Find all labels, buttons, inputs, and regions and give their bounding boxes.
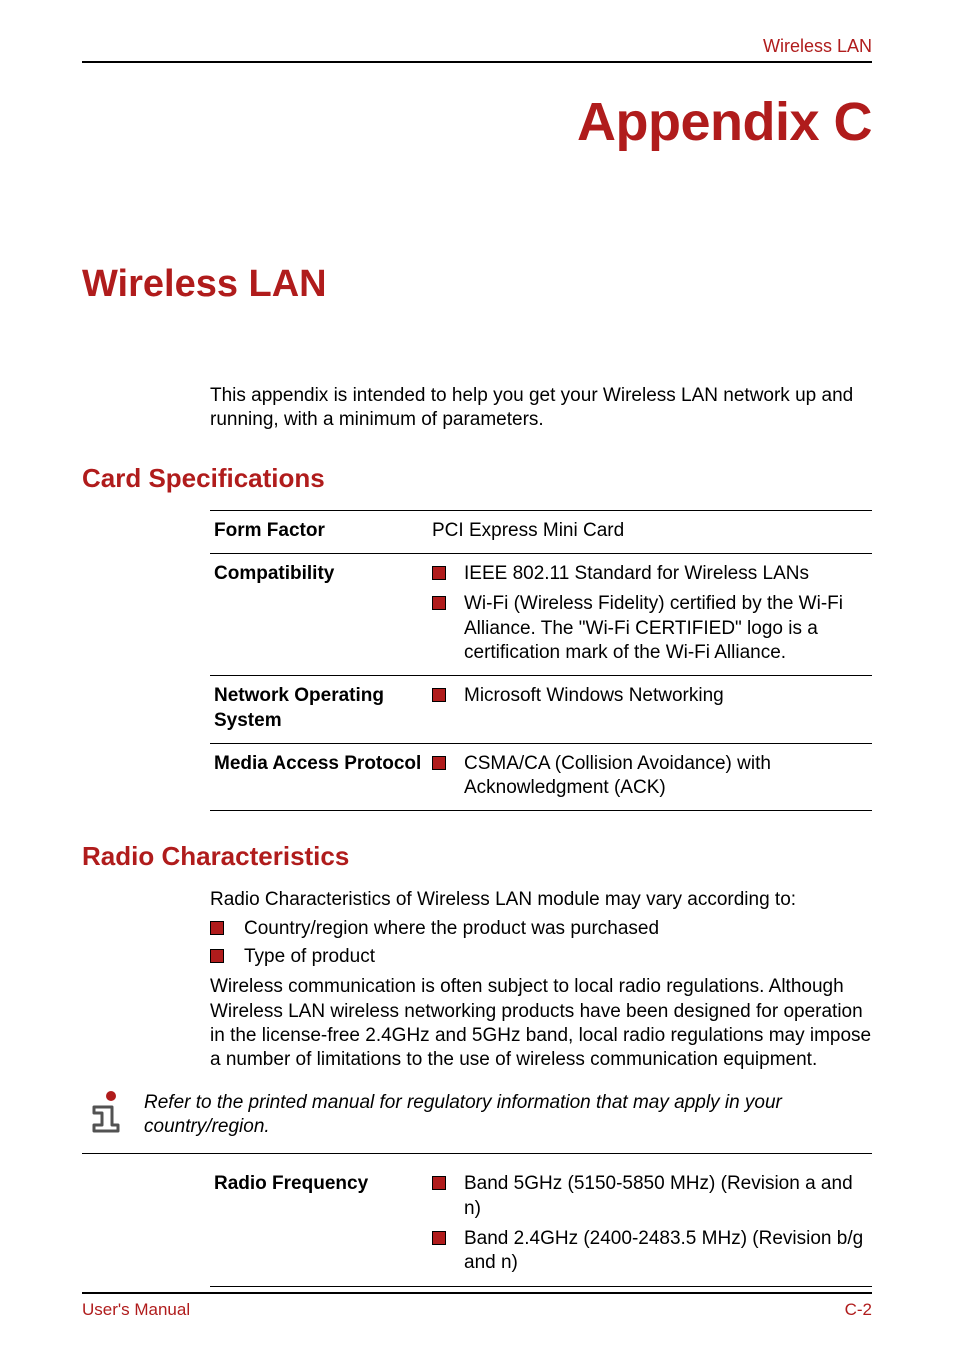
radio-frequency-table: Radio Frequency Band 5GHz (5150-5850 MHz… [210,1164,872,1286]
list-item-text: Band 2.4GHz (2400-2483.5 MHz) (Revision … [464,1228,863,1273]
footer-rule [82,1292,872,1294]
bullet-list: CSMA/CA (Collision Avoidance) with Ackno… [432,752,866,801]
square-bullet-icon [210,921,224,935]
page-footer: User's Manual C-2 [82,1292,872,1320]
table-row: Media Access Protocol CSMA/CA (Collision… [210,743,872,811]
list-item: Country/region where the product was pur… [210,917,872,941]
page: Wireless LAN Appendix C Wireless LAN Thi… [0,0,954,1352]
square-bullet-icon [432,1231,446,1245]
spec-label: Compatibility [210,553,428,675]
table-row: Compatibility IEEE 802.11 Standard for W… [210,553,872,675]
spec-value: PCI Express Mini Card [428,510,872,553]
list-item-text: CSMA/CA (Collision Avoidance) with Ackno… [464,753,771,798]
square-bullet-icon [432,566,446,580]
bullet-list: Band 5GHz (5150-5850 MHz) (Revision a an… [432,1172,868,1275]
rf-value: Band 5GHz (5150-5850 MHz) (Revision a an… [428,1164,872,1286]
rf-label: Radio Frequency [210,1164,428,1286]
spec-value: IEEE 802.11 Standard for Wireless LANs W… [428,553,872,675]
list-item-text: Band 5GHz (5150-5850 MHz) (Revision a an… [464,1173,853,1218]
footer-row: User's Manual C-2 [82,1300,872,1320]
spec-label: Media Access Protocol [210,743,428,811]
square-bullet-icon [432,1176,446,1190]
bullet-list: Country/region where the product was pur… [210,917,872,970]
section-heading-card-spec: Card Specifications [82,463,872,494]
info-note: Refer to the printed manual for regulato… [82,1089,872,1155]
list-item-text: Country/region where the product was pur… [244,918,659,939]
running-header-text: Wireless LAN [763,36,872,56]
table-row: Radio Frequency Band 5GHz (5150-5850 MHz… [210,1164,872,1286]
spec-label: Form Factor [210,510,428,553]
table-row: Network Operating System Microsoft Windo… [210,676,872,744]
section-heading-radio: Radio Characteristics [82,841,872,872]
list-item-text: Wi-Fi (Wireless Fidelity) certified by t… [464,593,843,663]
square-bullet-icon [432,596,446,610]
list-item: Band 5GHz (5150-5850 MHz) (Revision a an… [432,1172,868,1221]
radio-lead: Radio Characteristics of Wireless LAN mo… [210,888,872,912]
square-bullet-icon [432,688,446,702]
radio-block: Radio Characteristics of Wireless LAN mo… [82,888,872,1072]
spec-label: Network Operating System [210,676,428,744]
square-bullet-icon [210,949,224,963]
intro-block: This appendix is intended to help you ge… [82,384,872,433]
info-icon [82,1089,126,1133]
spec-value: Microsoft Windows Networking [428,676,872,744]
running-header: Wireless LAN [82,36,872,63]
page-title: Wireless LAN [82,263,872,306]
list-item: IEEE 802.11 Standard for Wireless LANs [432,562,866,586]
list-item: CSMA/CA (Collision Avoidance) with Ackno… [432,752,866,801]
radio-paragraph: Wireless communication is often subject … [210,975,872,1072]
bullet-list: IEEE 802.11 Standard for Wireless LANs W… [432,562,866,665]
square-bullet-icon [432,756,446,770]
header-rule [82,61,872,63]
rf-block: Radio Frequency Band 5GHz (5150-5850 MHz… [82,1154,872,1286]
list-item: Type of product [210,945,872,969]
info-note-text: Refer to the printed manual for regulato… [144,1089,872,1140]
intro-paragraph: This appendix is intended to help you ge… [210,384,872,433]
list-item-text: Microsoft Windows Networking [464,685,724,706]
footer-left: User's Manual [82,1300,190,1320]
spec-value: CSMA/CA (Collision Avoidance) with Ackno… [428,743,872,811]
list-item-text: IEEE 802.11 Standard for Wireless LANs [464,563,809,584]
list-item: Wi-Fi (Wireless Fidelity) certified by t… [432,592,866,665]
list-item: Band 2.4GHz (2400-2483.5 MHz) (Revision … [432,1227,868,1276]
list-item-text: Type of product [244,946,375,967]
table-row: Form Factor PCI Express Mini Card [210,510,872,553]
footer-right: C-2 [845,1300,872,1320]
list-item: Microsoft Windows Networking [432,684,866,708]
bullet-list: Microsoft Windows Networking [432,684,866,708]
appendix-title: Appendix C [82,91,872,153]
card-spec-table: Form Factor PCI Express Mini Card Compat… [210,510,872,812]
